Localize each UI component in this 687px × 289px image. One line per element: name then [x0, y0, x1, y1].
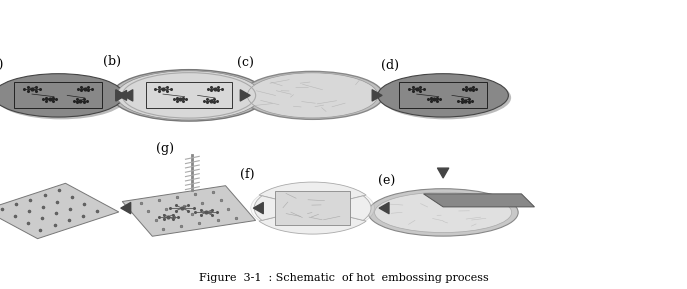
Text: (f): (f) — [240, 168, 255, 181]
Ellipse shape — [368, 189, 518, 236]
Ellipse shape — [378, 74, 508, 117]
Text: (b): (b) — [103, 55, 121, 68]
Ellipse shape — [247, 73, 378, 118]
Ellipse shape — [112, 70, 267, 121]
Wedge shape — [340, 196, 371, 220]
Wedge shape — [259, 215, 366, 234]
Text: (c): (c) — [237, 57, 254, 70]
Ellipse shape — [0, 74, 124, 117]
Wedge shape — [254, 196, 285, 220]
Text: (g): (g) — [156, 142, 174, 155]
Ellipse shape — [251, 184, 374, 233]
Ellipse shape — [117, 71, 261, 120]
Ellipse shape — [381, 76, 511, 119]
Text: (d): (d) — [381, 59, 399, 72]
Ellipse shape — [0, 76, 126, 119]
Wedge shape — [259, 182, 366, 201]
Polygon shape — [122, 186, 256, 236]
Ellipse shape — [374, 192, 512, 233]
Polygon shape — [0, 183, 119, 239]
Ellipse shape — [242, 71, 383, 119]
Text: (a): (a) — [0, 59, 3, 72]
Text: Figure  3-1  : Schematic  of hot  embossing process: Figure 3-1 : Schematic of hot embossing … — [199, 273, 488, 283]
FancyBboxPatch shape — [275, 192, 350, 225]
Polygon shape — [423, 194, 534, 207]
Text: (e): (e) — [378, 175, 395, 188]
